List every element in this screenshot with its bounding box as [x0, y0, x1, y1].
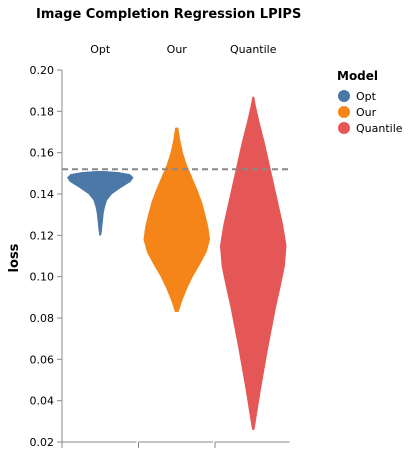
x-axis	[61, 441, 290, 448]
y-tick-label: 0.02	[30, 436, 55, 449]
y-axis: 0.02 0.04 0.06 0.08 0.10 0.12 0.14 0.16 0.18 0.20	[30, 64, 63, 449]
legend-symbol	[338, 90, 350, 102]
y-axis-title: loss	[7, 243, 22, 272]
chart-title: Image Completion Regression LPIPS	[36, 7, 301, 22]
y-tick-label: 0.12	[30, 229, 55, 242]
legend-symbol	[338, 106, 350, 118]
facet-label: Quantile	[230, 43, 277, 56]
legend-symbol	[338, 122, 350, 134]
y-tick-label: 0.18	[30, 105, 55, 118]
y-tick-label: 0.20	[30, 64, 55, 77]
legend-title: Model	[337, 69, 378, 83]
facet-labels: Opt Our Quantile	[90, 43, 276, 56]
y-tick-label: 0.16	[30, 147, 55, 160]
legend-label: Our	[356, 106, 377, 119]
violin-opt	[67, 171, 134, 236]
violin-our	[143, 127, 210, 313]
y-tick-label: 0.08	[30, 312, 55, 325]
violins	[67, 96, 287, 430]
violin-quantile	[220, 96, 287, 430]
legend-label: Quantile	[356, 122, 403, 135]
facet-label: Our	[167, 43, 188, 56]
facet-label: Opt	[90, 43, 111, 56]
y-tick-label: 0.04	[30, 395, 55, 408]
y-tick-label: 0.06	[30, 353, 55, 366]
y-tick-label: 0.14	[30, 188, 55, 201]
y-tick-label: 0.10	[30, 271, 55, 284]
legend-label: Opt	[356, 90, 377, 103]
legend: Model Opt Our Quantile	[337, 69, 403, 135]
